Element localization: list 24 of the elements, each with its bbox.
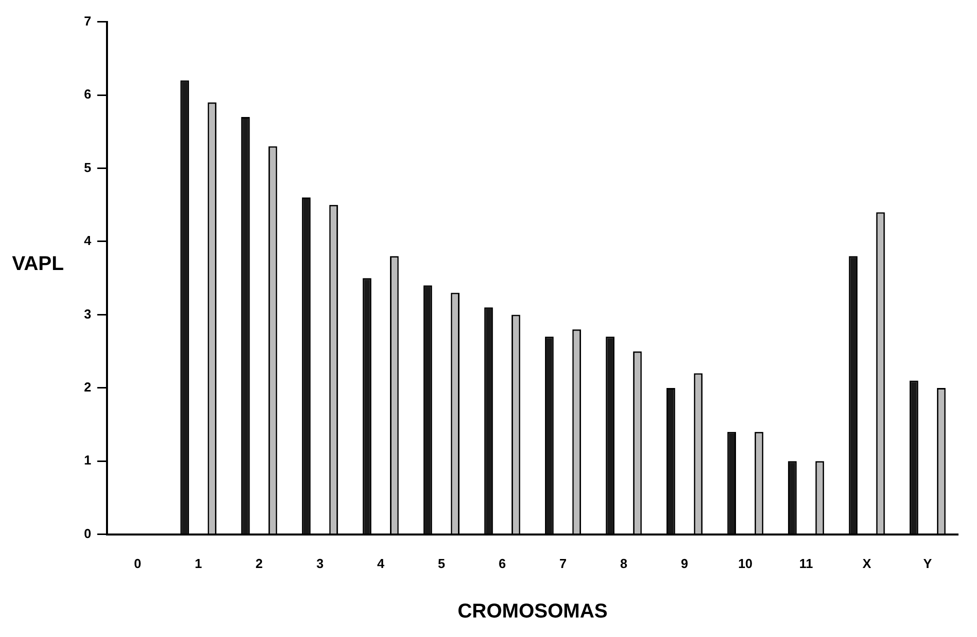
x-tick-label: 3	[316, 556, 324, 571]
y-tick-label: 6	[84, 86, 92, 102]
x-tick-label: 5	[438, 556, 446, 571]
x-tick-label: X	[862, 556, 872, 571]
y-tick-label: 7	[84, 13, 92, 28]
x-tick-label: 6	[498, 556, 506, 571]
y-axis-title: VAPL	[12, 253, 64, 276]
x-tick-label: 2	[256, 556, 263, 571]
x-tick-label: 8	[620, 556, 628, 571]
y-tick-label: 0	[84, 526, 92, 541]
y-tick-label: 2	[84, 380, 92, 395]
y-tick-label: 4	[84, 233, 92, 248]
x-tick-label: Y	[923, 556, 932, 571]
y-tick-label: 3	[84, 306, 92, 322]
x-tick-label: 1	[194, 556, 202, 571]
x-tick-label: 9	[680, 556, 688, 571]
x-axis-title: CROMOSOMAS	[458, 600, 608, 623]
x-tick-label: 11	[799, 556, 813, 571]
y-tick-label: 5	[84, 160, 92, 175]
x-tick-label: 4	[377, 556, 386, 571]
x-tick-label: 0	[134, 556, 142, 571]
x-tick-label: 7	[559, 556, 567, 571]
y-tick-label: 1	[84, 452, 92, 468]
x-tick-label: 10	[738, 556, 753, 571]
